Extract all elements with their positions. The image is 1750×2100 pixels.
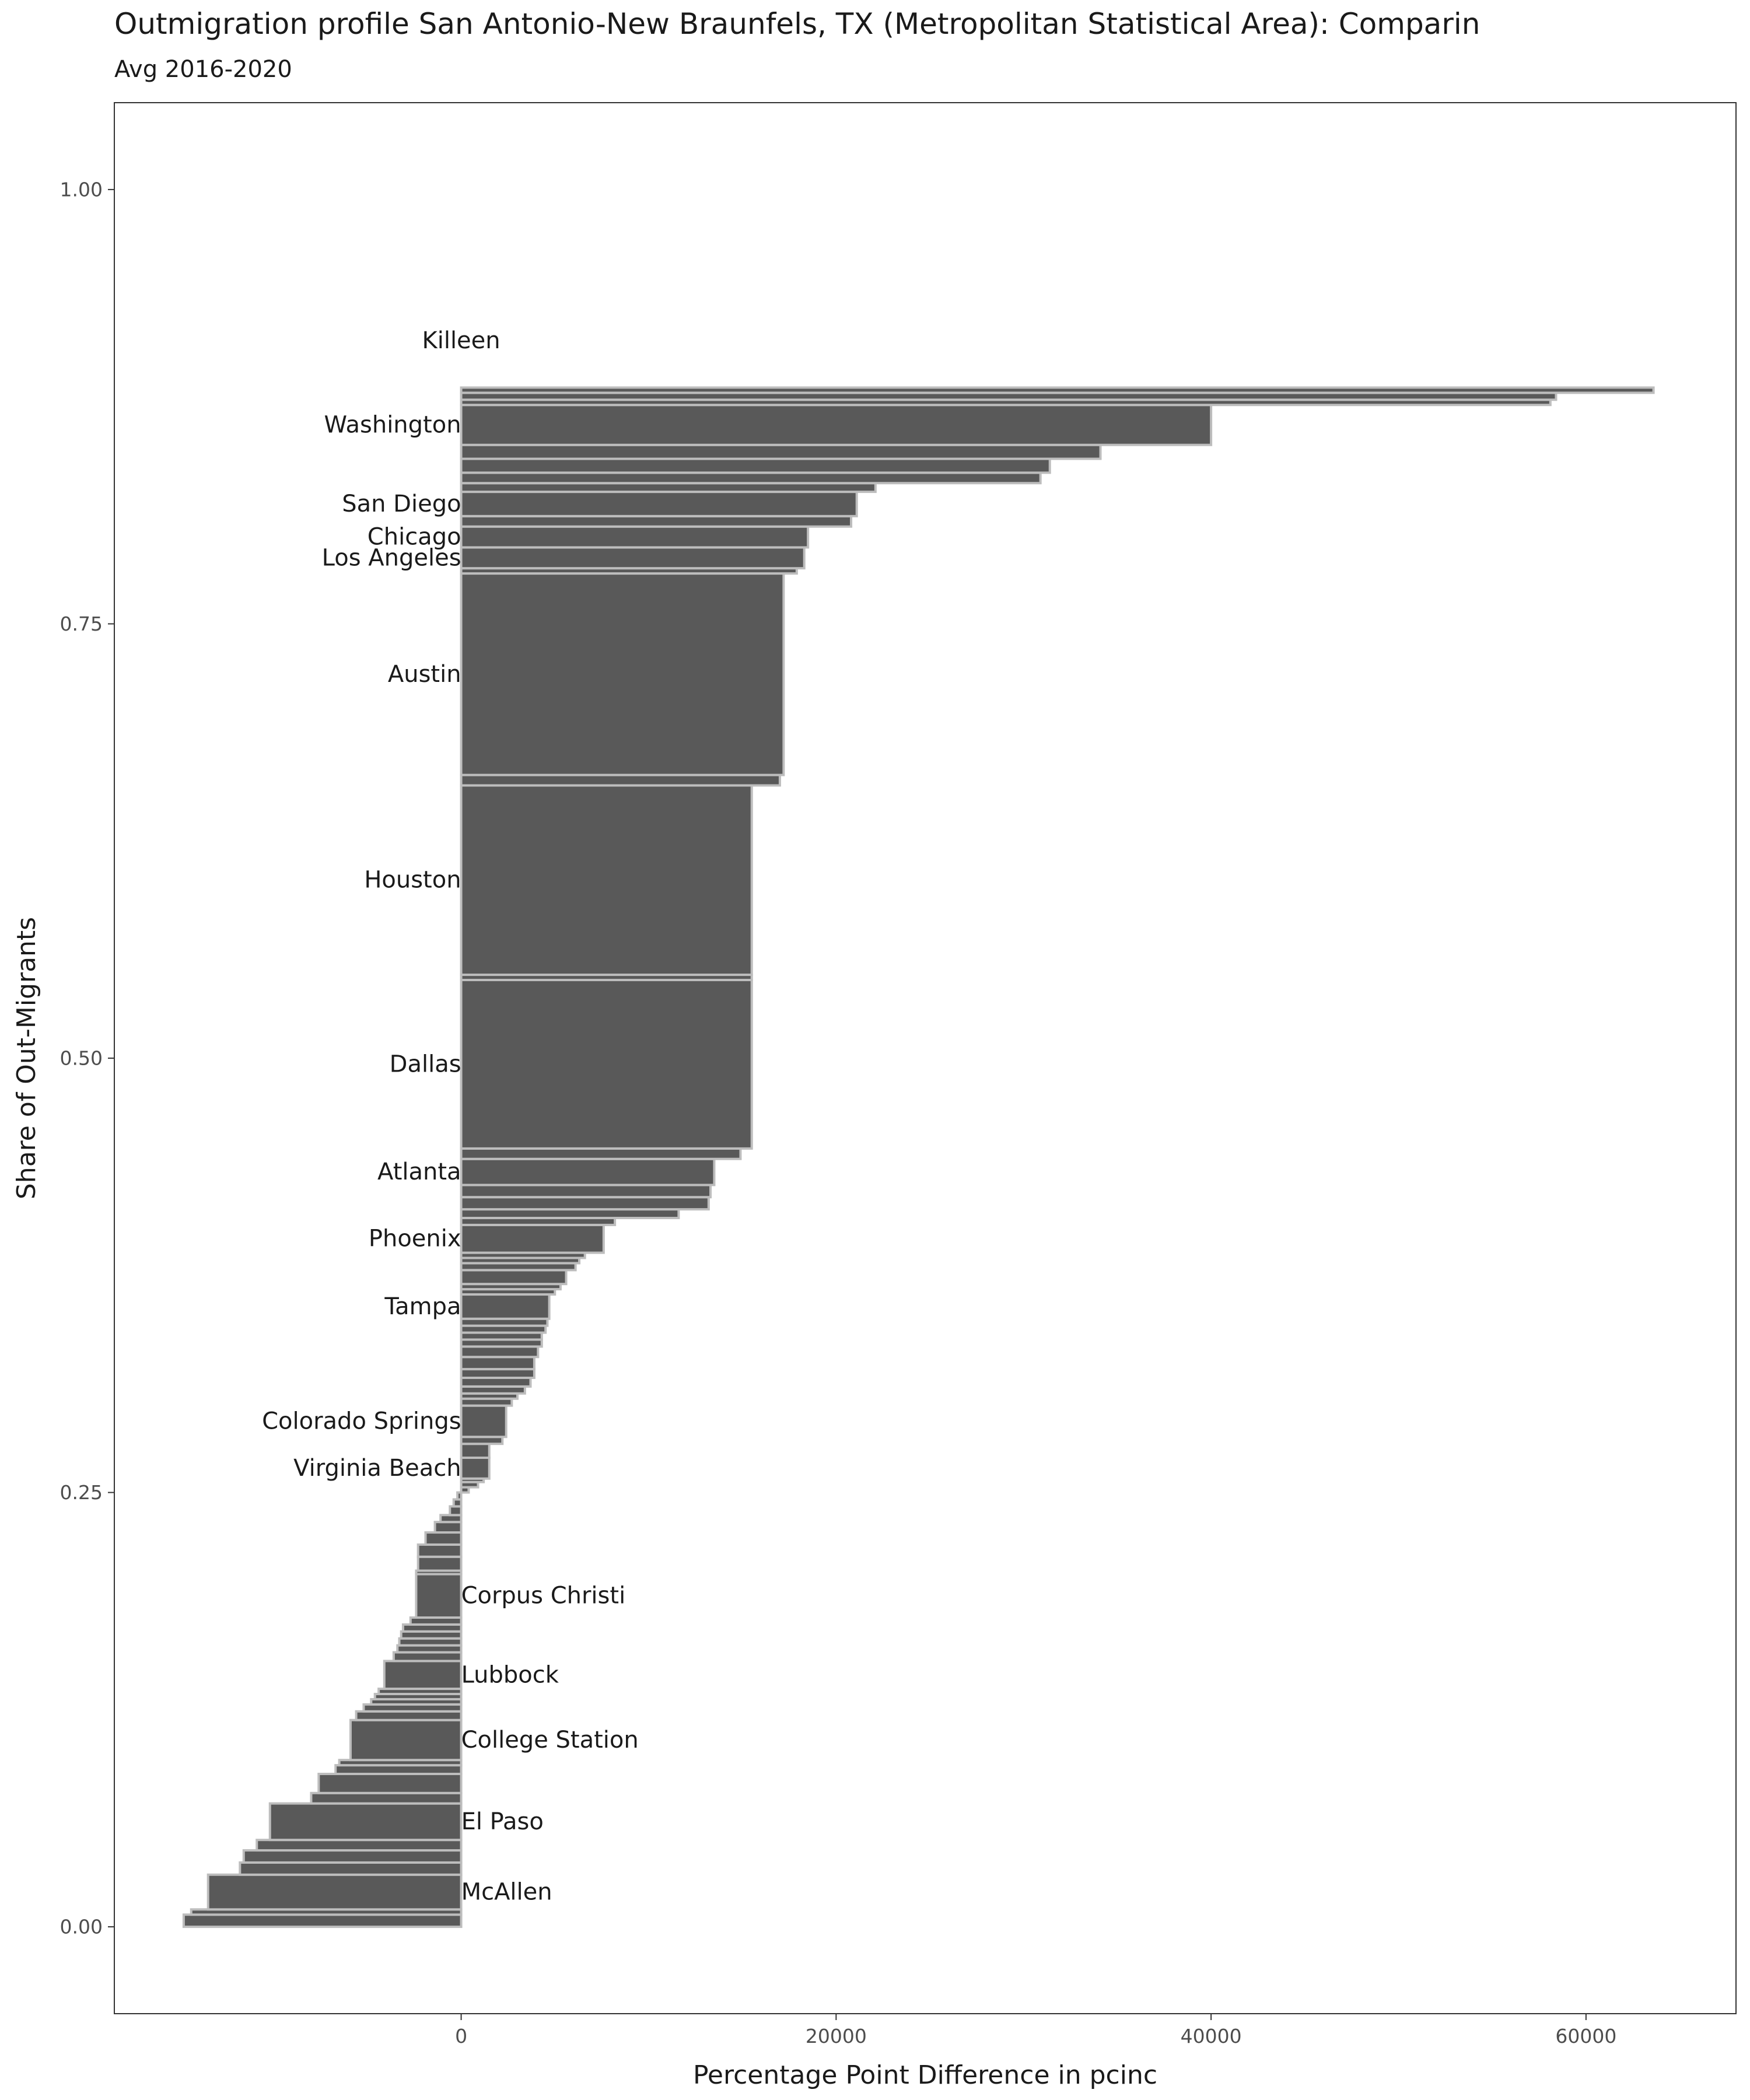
bar-label-atlanta: Atlanta: [377, 1158, 461, 1185]
bar-label-mcallen: McAllen: [461, 1879, 552, 1906]
x-tick-label: 20000: [806, 2025, 867, 2048]
bar-label-houston: Houston: [364, 867, 461, 894]
bar-label-washington: Washington: [324, 411, 461, 438]
bar-45: [460, 1368, 536, 1379]
bar-29: [433, 1521, 463, 1534]
bar-65: [460, 1147, 742, 1160]
bar-33: [456, 1491, 463, 1501]
bar-2: [206, 1873, 463, 1911]
bar-label-college-station: College Station: [461, 1727, 639, 1754]
bar-label-colorado-springs: Colorado Springs: [262, 1408, 461, 1434]
bar-77: [460, 471, 1042, 485]
bar-55: [460, 1269, 568, 1286]
bar-46: [460, 1356, 536, 1371]
bar-label-dallas: Dallas: [390, 1051, 461, 1077]
bar-label-san-diego: San Diego: [342, 491, 461, 517]
bar-label-austin: Austin: [388, 661, 461, 688]
bar-label-lubbock: Lubbock: [461, 1661, 559, 1688]
chart-title: Outmigration profile San Antonio-New Bra…: [114, 7, 1480, 41]
bar-labels-layer: McAllen El Paso College Station Lubbock Corp…: [262, 327, 639, 1906]
x-tick-label: 40000: [1181, 2025, 1242, 2048]
bar-label-chicago: Chicago: [368, 524, 461, 551]
bar-47: [460, 1345, 540, 1359]
bar-62: [460, 1196, 710, 1211]
bar-37: [460, 1456, 491, 1480]
bar-6: [268, 1802, 463, 1842]
bar-83: [460, 386, 1655, 394]
bar-52: [460, 1293, 551, 1320]
bar-label-virginia-beach: Virginia Beach: [293, 1455, 461, 1482]
bar-9: [334, 1764, 463, 1776]
bar-26: [416, 1555, 463, 1572]
bar-3: [239, 1861, 463, 1876]
y-tick-label: 0.50: [60, 1047, 103, 1070]
chart-subtitle: Avg 2016-2020: [114, 56, 292, 83]
bar-18: [392, 1651, 463, 1662]
bar-28: [424, 1531, 463, 1546]
y-tick-label: 0.00: [60, 1916, 103, 1938]
bar-0: [182, 1913, 463, 1929]
bar-40: [460, 1404, 508, 1438]
bar-70: [460, 572, 785, 776]
bars-layer: [182, 386, 1655, 1929]
bar-73: [460, 525, 810, 549]
bar-59: [460, 1223, 605, 1254]
x-axis-title: Percentage Point Difference in pcinc: [693, 2060, 1157, 2090]
bar-24: [415, 1573, 463, 1619]
bar-75: [460, 491, 858, 517]
bar-63: [460, 1184, 712, 1199]
y-tick-label: 0.25: [60, 1481, 103, 1504]
bar-79: [460, 443, 1102, 460]
bar-61: [460, 1208, 680, 1219]
bar-4: [242, 1849, 463, 1864]
bar-76: [460, 482, 877, 494]
bar-5: [256, 1839, 463, 1852]
bar-31: [449, 1505, 463, 1517]
bar-38: [460, 1443, 491, 1459]
bar-74: [460, 514, 853, 528]
y-axis: 0.00 0.25 0.50 0.75 1.00: [60, 178, 114, 1938]
bar-label-los-angeles: Los Angeles: [322, 544, 461, 571]
x-tick-label: 0: [455, 2025, 467, 2048]
x-tick-label: 60000: [1555, 2025, 1616, 2048]
y-tick-label: 0.75: [60, 612, 103, 635]
bar-label-corpus-christi: Corpus Christi: [461, 1583, 626, 1609]
bar-68: [460, 784, 753, 977]
bar-label-tampa: Tampa: [384, 1293, 461, 1320]
x-axis: 0 20000 40000 60000: [455, 2014, 1616, 2048]
bar-66: [460, 978, 753, 1150]
bar-label-el-paso: El Paso: [461, 1808, 544, 1835]
bar-78: [460, 457, 1051, 474]
bar-8: [317, 1773, 463, 1794]
bar-11: [349, 1718, 463, 1762]
y-axis-title: Share of Out-Migrants: [12, 917, 41, 1199]
bar-7: [310, 1791, 463, 1805]
bar-64: [460, 1157, 716, 1186]
bar-80: [460, 404, 1213, 446]
y-tick-label: 1.00: [60, 178, 103, 201]
bar-72: [460, 546, 806, 570]
bar-label-phoenix: Phoenix: [369, 1226, 461, 1252]
bar-69: [460, 774, 781, 787]
bar-44: [460, 1376, 532, 1388]
bar-12: [355, 1710, 463, 1721]
bar-17: [383, 1660, 463, 1690]
bar-label-killeen: Killeen: [422, 327, 500, 354]
bar-27: [416, 1543, 463, 1558]
